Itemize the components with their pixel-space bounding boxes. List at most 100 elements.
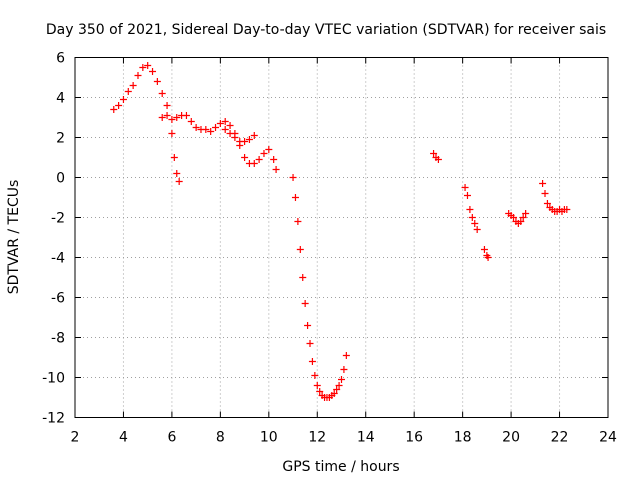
y-tick-label: -6 <box>51 291 65 307</box>
data-point <box>471 220 479 227</box>
data-point <box>539 180 547 187</box>
data-point <box>299 274 307 281</box>
x-tick-label: 18 <box>454 430 472 446</box>
series-seg-g <box>480 246 492 261</box>
data-point <box>110 106 118 113</box>
x-tick-label: 4 <box>119 430 128 446</box>
data-point <box>430 150 438 157</box>
data-point <box>139 64 147 71</box>
data-point <box>466 206 474 213</box>
data-point <box>250 160 258 167</box>
data-point <box>149 68 157 75</box>
data-point <box>173 114 181 121</box>
data-point <box>187 118 195 125</box>
data-point <box>463 192 471 199</box>
data-point <box>338 376 345 383</box>
data-point <box>330 390 338 397</box>
y-tick-label: 0 <box>56 171 65 187</box>
data-point <box>480 246 488 253</box>
y-tick-label: -12 <box>42 411 65 427</box>
data-point <box>245 136 253 143</box>
data-point <box>241 154 249 161</box>
data-point <box>202 126 210 133</box>
data-point <box>129 82 137 89</box>
data-point <box>168 130 176 137</box>
data-point <box>342 352 350 359</box>
data-point <box>226 122 234 129</box>
axis-ticks <box>74 57 609 418</box>
data-point <box>207 128 215 135</box>
data-point <box>311 372 319 379</box>
series-seg-h <box>505 210 530 227</box>
data-point <box>306 340 314 347</box>
data-point <box>291 194 299 201</box>
x-tick-label: 14 <box>357 430 375 446</box>
y-tick-label: 4 <box>56 91 65 107</box>
data-point <box>134 72 142 79</box>
data-point <box>163 102 171 109</box>
data-point <box>241 138 249 145</box>
data-point <box>173 170 181 177</box>
data-point <box>221 126 229 133</box>
data-point <box>484 254 492 261</box>
data-point <box>182 112 190 119</box>
x-tick-label: 2 <box>71 430 80 446</box>
series-seg-e <box>430 150 442 163</box>
data-point <box>522 210 530 217</box>
data-point <box>119 96 127 103</box>
data-point <box>517 218 525 225</box>
x-tick-label: 20 <box>502 430 520 446</box>
x-tick-label: 24 <box>599 430 617 446</box>
data-point <box>434 156 442 163</box>
data-point <box>308 358 316 365</box>
data-point <box>510 214 518 221</box>
data-point <box>175 178 183 185</box>
y-tick-label: -4 <box>51 251 65 267</box>
chart-title: Day 350 of 2021, Sidereal Day-to-day VTE… <box>46 22 606 38</box>
x-tick-label: 10 <box>260 430 278 446</box>
data-point <box>294 218 302 225</box>
data-point <box>231 134 239 141</box>
data-point <box>221 118 229 125</box>
data-point <box>272 166 280 173</box>
data-point <box>335 382 343 389</box>
data-point <box>192 124 200 131</box>
data-point <box>543 200 551 207</box>
data-point <box>519 214 527 221</box>
data-point <box>255 156 263 163</box>
y-tick-label: -10 <box>42 371 65 387</box>
data-points <box>110 62 571 401</box>
data-point <box>163 112 171 119</box>
x-tick-labels: 2 4 6 8 10 12 14 16 18 20 22 24 <box>71 430 617 446</box>
data-point <box>461 184 469 191</box>
y-tick-label: -2 <box>51 211 65 227</box>
grid-lines <box>75 57 608 418</box>
data-point <box>158 90 166 97</box>
data-point <box>270 156 278 163</box>
data-point <box>168 116 176 123</box>
data-point <box>212 124 220 131</box>
data-point <box>340 366 348 373</box>
x-tick-label: 12 <box>308 430 326 446</box>
series-seg-d <box>289 174 350 401</box>
x-tick-label: 6 <box>167 430 176 446</box>
y-tick-label: 2 <box>56 131 65 147</box>
series-seg-i <box>539 180 571 215</box>
data-point <box>333 386 341 393</box>
series-seg-a <box>110 62 183 185</box>
data-point <box>250 132 258 139</box>
y-tick-labels: -12 -10 -8 -6 -4 -2 0 2 4 6 <box>42 51 65 427</box>
data-point <box>301 300 309 307</box>
data-point <box>473 226 481 233</box>
data-point <box>216 120 224 127</box>
series-seg-f <box>461 184 481 233</box>
data-point <box>124 88 132 95</box>
data-point <box>563 206 571 213</box>
data-point <box>260 150 268 157</box>
data-point <box>304 322 312 329</box>
data-point <box>468 214 476 221</box>
data-point <box>170 154 178 161</box>
series-seg-b <box>158 112 280 173</box>
data-point <box>158 114 166 121</box>
